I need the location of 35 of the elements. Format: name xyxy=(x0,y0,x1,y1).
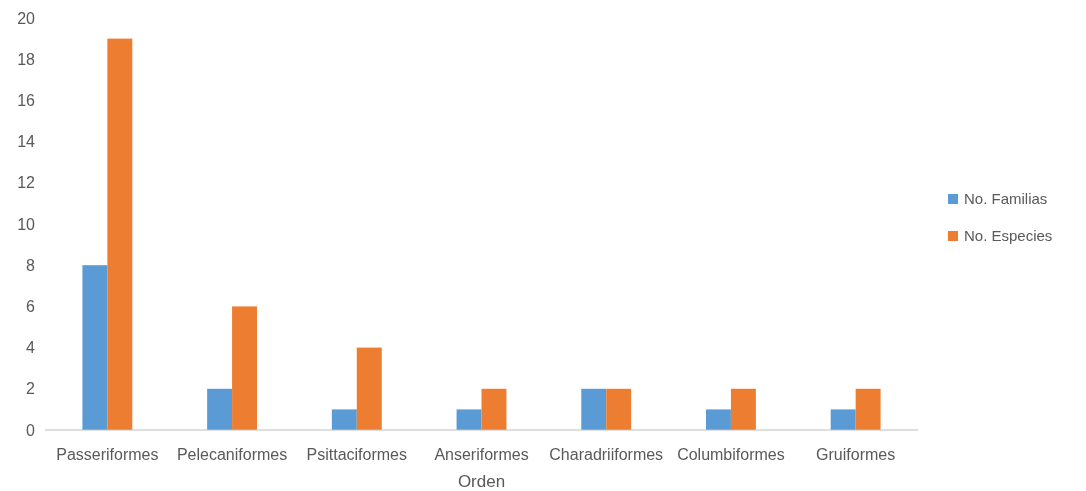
bar xyxy=(356,347,382,430)
y-tick-label: 8 xyxy=(26,256,36,274)
bar xyxy=(855,388,881,430)
bar xyxy=(481,388,507,430)
y-tick-label: 4 xyxy=(26,339,36,357)
bar xyxy=(331,409,357,430)
y-tick-label: 6 xyxy=(26,298,36,315)
x-tick-label: Psittaciformes xyxy=(306,446,408,463)
bar xyxy=(207,388,233,430)
bar xyxy=(232,306,258,430)
x-tick-label: Passeriformes xyxy=(56,446,159,463)
bar xyxy=(107,38,133,430)
y-tick-label: 10 xyxy=(17,215,36,233)
bar xyxy=(705,409,731,430)
y-tick-label: 12 xyxy=(17,174,36,192)
y-tick-label: 20 xyxy=(17,9,36,27)
bar xyxy=(730,388,756,430)
x-tick-label: Columbiformes xyxy=(677,446,785,463)
y-tick-label: 18 xyxy=(17,50,36,68)
x-axis-title: Orden xyxy=(457,472,506,491)
bar xyxy=(830,409,856,430)
x-tick-label: Charadriiformes xyxy=(549,446,664,463)
y-tick-label: 0 xyxy=(26,421,36,439)
bar xyxy=(606,388,632,430)
y-tick-label: 2 xyxy=(26,380,36,398)
y-tick-label: 16 xyxy=(17,92,36,109)
bar xyxy=(456,409,482,430)
x-tick-label: Gruiformes xyxy=(816,446,896,463)
y-tick-label: 14 xyxy=(17,133,36,151)
x-tick-label: Pelecaniformes xyxy=(176,446,288,463)
x-tick-label: Anseriformes xyxy=(434,446,529,463)
bar xyxy=(82,265,108,430)
legend-label: No. Familias xyxy=(964,190,1048,208)
legend-label: No. Especies xyxy=(964,227,1053,245)
bar xyxy=(581,388,607,430)
